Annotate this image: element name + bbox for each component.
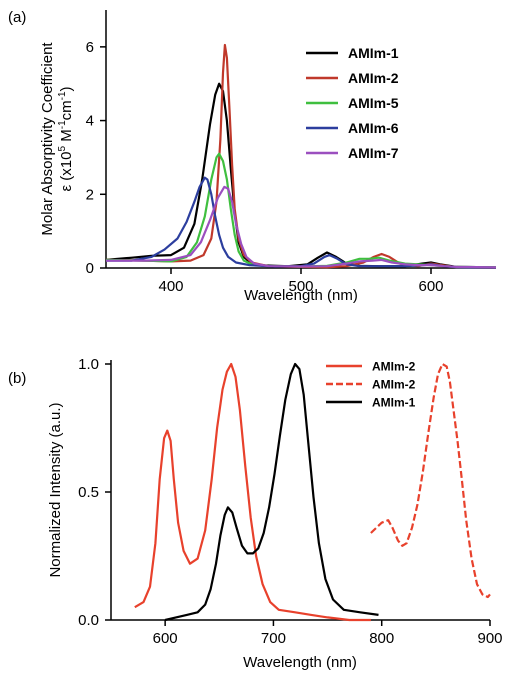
legend-label: AMIm-5 [348, 95, 399, 111]
y-tick-label: 2 [86, 186, 94, 203]
x-tick-label: 800 [369, 630, 394, 647]
panel-a-ylabel-part: ε (x10 [58, 152, 75, 192]
panel-b-y-axis-title: Normalized Intensity (a.u.) [47, 402, 64, 577]
panel-a-ylabel-sup: 5 [57, 146, 68, 152]
x-tick-label: 500 [288, 278, 313, 295]
legend-label: AMIm-7 [348, 145, 399, 161]
series-line-amim-2 [134, 362, 371, 622]
panel-a-y-axis-title: Molar Absorptivity Coefficient ε (x105 M… [39, 42, 75, 236]
panel-b-ticks: 600 700 800 900 0.0 0.5 1.0 [78, 356, 502, 647]
panel-a: (a) 400 500 600 0 2 4 6 Wavelength (nm) Molar … [8, 9, 497, 304]
x-tick-label: 400 [158, 278, 183, 295]
panel-b-label: (b) [8, 370, 26, 387]
y-tick-label: 0.5 [78, 484, 99, 501]
panel-b-axes [110, 360, 490, 621]
x-tick-label: 600 [153, 630, 178, 647]
legend-label: AMIm-1 [372, 395, 416, 409]
x-tick-label: 600 [418, 278, 443, 295]
panel-a-y-axis-title-line2: ε (x105 M-1cm-1) [57, 86, 75, 191]
legend-label: AMIm-2 [348, 70, 399, 86]
y-tick-label: 6 [86, 39, 94, 56]
series-line-amim-7 [106, 185, 497, 269]
panel-a-label: (a) [8, 9, 26, 26]
panel-a-series [105, 43, 497, 269]
y-tick-label: 4 [86, 113, 94, 130]
series-line-amim-6 [106, 176, 497, 269]
panel-b: (b) 600 700 800 900 0.0 0.5 1.0 Wavelength (nm… [8, 356, 503, 671]
y-tick-label: 0.0 [78, 612, 99, 629]
legend-label: AMIm-1 [348, 45, 399, 61]
legend-label: AMIm-2 [372, 377, 416, 391]
x-tick-label: 700 [261, 630, 286, 647]
panel-a-ticks: 400 500 600 0 2 4 6 [86, 39, 444, 295]
legend-label: AMIm-2 [372, 359, 416, 373]
series-line-amim-2-dashed [370, 362, 491, 599]
panel-a-x-axis-title: Wavelength (nm) [244, 287, 358, 304]
series-line-amim-2 [105, 43, 497, 269]
y-tick-label: 0 [86, 260, 94, 277]
panel-a-ylabel-part: ) [58, 86, 75, 91]
panel-a-ylabel-part: M [58, 129, 75, 146]
panel-a-axes [105, 10, 496, 269]
legend-label: AMIm-6 [348, 120, 399, 136]
panel-a-ylabel-part: cm [58, 100, 75, 120]
panel-a-legend: AMIm-1 AMIm-2 AMIm-5 AMIm-6 AMIm-7 [306, 45, 399, 161]
series-line-amim-1 [164, 362, 379, 622]
series-line-amim-1 [105, 82, 497, 269]
panel-b-x-axis-title: Wavelength (nm) [243, 654, 357, 671]
y-tick-label: 1.0 [78, 356, 99, 373]
panel-b-series [134, 362, 491, 622]
panel-a-ylabel-sup: -1 [57, 91, 68, 100]
panel-b-legend: AMIm-2 AMIm-2 AMIm-1 [326, 359, 416, 409]
x-tick-label: 900 [477, 630, 502, 647]
panel-a-ylabel-sup: -1 [57, 120, 68, 129]
panel-a-y-axis-title-line1: Molar Absorptivity Coefficient [39, 42, 56, 236]
